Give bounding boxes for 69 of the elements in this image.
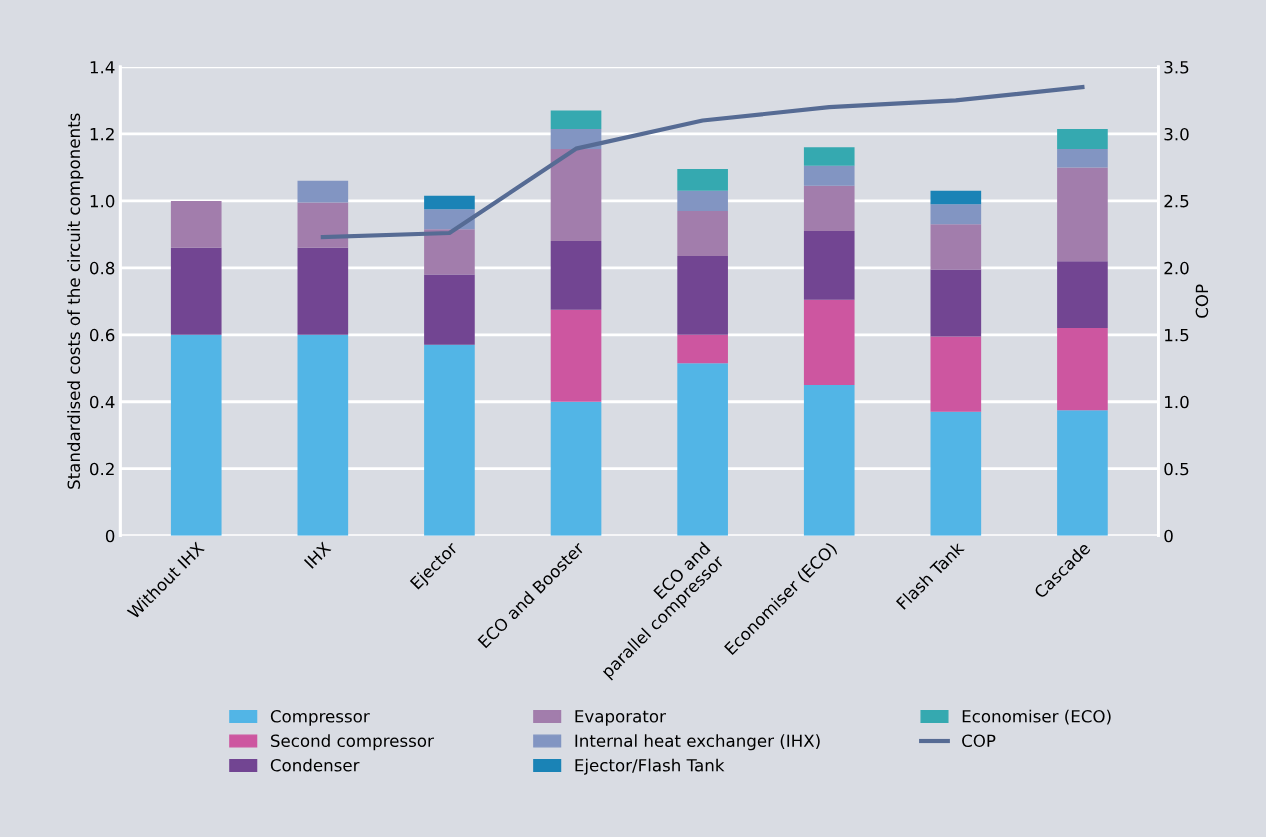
bar bbox=[1057, 328, 1108, 411]
bar bbox=[1057, 410, 1108, 536]
bar bbox=[424, 344, 475, 536]
legend-label: Ejector/Flash Tank bbox=[575, 758, 725, 775]
y-tick-label: 0.4 bbox=[90, 395, 115, 409]
bar bbox=[170, 247, 222, 335]
bar bbox=[1057, 261, 1108, 329]
y2-tick-label: 0 bbox=[1164, 529, 1173, 543]
bar bbox=[677, 334, 728, 364]
bar bbox=[803, 185, 855, 232]
legend-label: Internal heat exchanger (IHX) bbox=[575, 734, 820, 751]
y-tick-label: 1.2 bbox=[90, 127, 114, 141]
y-tick-label: 0.8 bbox=[90, 261, 115, 275]
legend-label: Evaporator bbox=[575, 710, 666, 726]
y2-axis-title: COP bbox=[1195, 284, 1209, 318]
bar bbox=[930, 269, 982, 337]
bar bbox=[930, 224, 982, 270]
y2-tick-label: 0.5 bbox=[1164, 462, 1189, 476]
x-tick-label: IHX bbox=[303, 541, 332, 569]
bar bbox=[803, 231, 855, 300]
bar bbox=[677, 190, 728, 211]
y-tick-label: 0.6 bbox=[90, 328, 115, 342]
bar bbox=[424, 274, 475, 345]
bar bbox=[677, 169, 728, 191]
y-tick-label: 0 bbox=[105, 529, 115, 543]
bar bbox=[677, 363, 728, 536]
legend-label: Economiser (ECO) bbox=[962, 709, 1111, 725]
y-tick-label: 1.4 bbox=[90, 61, 115, 74]
y2-tick-label: 2.0 bbox=[1164, 261, 1189, 275]
bar bbox=[930, 190, 982, 205]
y-tick-label: 1.0 bbox=[90, 194, 115, 208]
bar bbox=[930, 411, 982, 536]
y2-tick-label: 3.0 bbox=[1164, 127, 1189, 141]
bar bbox=[550, 148, 602, 242]
bar bbox=[803, 147, 855, 166]
bar bbox=[170, 200, 222, 248]
bar bbox=[930, 204, 982, 225]
bar bbox=[550, 401, 602, 536]
bar bbox=[297, 334, 349, 536]
bar bbox=[424, 229, 475, 275]
bar bbox=[677, 256, 728, 335]
bar bbox=[1057, 128, 1108, 149]
bar bbox=[803, 299, 855, 386]
bar bbox=[803, 165, 855, 186]
bar bbox=[677, 210, 728, 257]
bar bbox=[550, 309, 602, 402]
y-axis-title: Standardised costs of the circuit components bbox=[67, 113, 84, 489]
bar bbox=[1057, 148, 1108, 168]
legend-label: Second compressor bbox=[271, 734, 434, 751]
legend-label: COP bbox=[962, 734, 996, 748]
bar bbox=[297, 247, 349, 335]
bar bbox=[803, 385, 855, 536]
bar bbox=[297, 202, 349, 248]
y2-tick-label: 1.0 bbox=[1165, 395, 1189, 409]
bar bbox=[170, 334, 222, 536]
y2-tick-label: 1.5 bbox=[1165, 328, 1189, 342]
legend-label: Condenser bbox=[270, 758, 360, 772]
y2-tick-label: 3.5 bbox=[1164, 60, 1189, 74]
legend-label: Compressor bbox=[270, 710, 370, 726]
bar bbox=[550, 110, 602, 129]
y-tick-label: 0.2 bbox=[90, 462, 114, 476]
line-series bbox=[320, 84, 1085, 240]
y2-tick-label: 2.5 bbox=[1164, 194, 1189, 208]
bar bbox=[550, 241, 602, 310]
bar bbox=[930, 336, 982, 412]
bar bbox=[424, 195, 475, 210]
bar bbox=[1057, 167, 1108, 262]
bar bbox=[297, 180, 349, 203]
bar bbox=[424, 209, 475, 230]
